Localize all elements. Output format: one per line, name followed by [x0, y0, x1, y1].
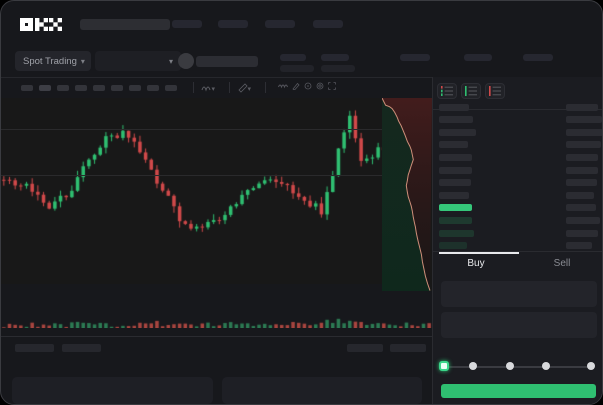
svg-text:▾: ▾	[248, 86, 252, 93]
svg-text:▾: ▾	[212, 86, 216, 93]
